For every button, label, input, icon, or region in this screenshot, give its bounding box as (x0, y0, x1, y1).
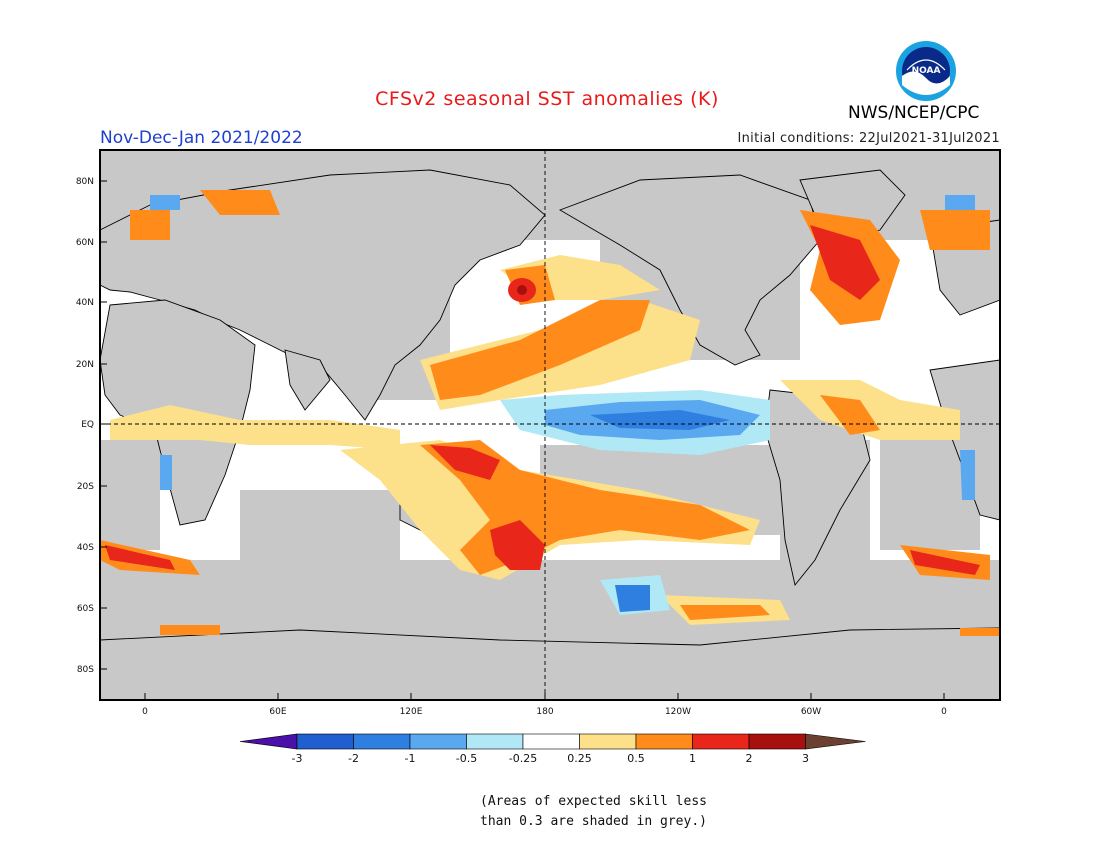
footnote-line-2: than 0.3 are shaded in grey.) (480, 814, 707, 829)
colorbar-label: 1 (689, 752, 696, 765)
colorbar-label: 0.5 (627, 752, 645, 765)
longitude-axis: 0 60E 120E 180 120W 60W 0 (142, 693, 947, 717)
footnote-line-1: (Areas of expected skill less (480, 794, 707, 809)
india (284, 349, 331, 411)
colorbar-label: -1 (405, 752, 416, 765)
map-frame (99, 149, 1001, 701)
forecast-period: Nov-Dec-Jan 2021/2022 (100, 128, 303, 148)
colorbar-segment (296, 733, 354, 750)
lon-label: 120E (400, 707, 423, 717)
colorbar-label: 0.25 (567, 752, 592, 765)
agency-label: NWS/NCEP/CPC (848, 103, 980, 123)
latitude-axis: 80N 60N 40N 20N EQ 20S 40S 60S 80S (76, 177, 107, 675)
lon-label: 60W (801, 707, 821, 717)
colorbar-segment (353, 733, 411, 750)
colorbar-label: -0.5 (456, 752, 477, 765)
colorbar-segment (635, 733, 693, 750)
colorbar-label: 2 (746, 752, 753, 765)
colorbar-segment (692, 733, 750, 750)
colorbar-segment (748, 733, 806, 750)
colorbar-segment (239, 733, 298, 750)
colorbar-label: -3 (292, 752, 303, 765)
lon-label: 60E (269, 707, 286, 717)
lat-label: 60S (77, 604, 94, 614)
lon-label: 0 (142, 707, 148, 717)
noaa-logo: NOAA (896, 41, 956, 101)
lat-label: 40N (76, 298, 94, 308)
north-america (558, 174, 821, 366)
lat-label: 60N (76, 238, 94, 248)
lat-label: 80N (76, 177, 94, 187)
colorbar: -3 -2 -1 -0.5 -0.25 0.25 0.5 1 2 3 (239, 733, 866, 765)
initial-conditions: Initial conditions: 22Jul2021-31Jul2021 (737, 131, 1000, 146)
lat-label: 20S (77, 482, 94, 492)
skill-footnote: (Areas of expected skill less than 0.3 a… (480, 792, 707, 832)
colorbar-segment (805, 733, 866, 750)
colorbar-segment (466, 733, 524, 750)
lon-label: 120W (665, 707, 691, 717)
lat-label: EQ (81, 420, 94, 430)
colorbar-segment (522, 733, 580, 750)
antarctica (100, 627, 1000, 700)
warm-anomalies (100, 190, 1000, 636)
lon-label: 180 (536, 707, 553, 717)
colorbar-label: -0.25 (509, 752, 537, 765)
colorbar-segment (409, 733, 467, 750)
lat-label: 20N (76, 360, 94, 370)
colorbar-label: -2 (348, 752, 359, 765)
logo-text: NOAA (912, 66, 941, 76)
lat-label: 80S (77, 665, 94, 675)
colorbar-segment (579, 733, 637, 750)
lon-label: 0 (941, 707, 947, 717)
chart-title: CFSv2 seasonal SST anomalies (K) (375, 88, 719, 110)
colorbar-label: 3 (802, 752, 809, 765)
cool-anomalies (150, 195, 975, 615)
lat-label: 40S (77, 543, 94, 553)
